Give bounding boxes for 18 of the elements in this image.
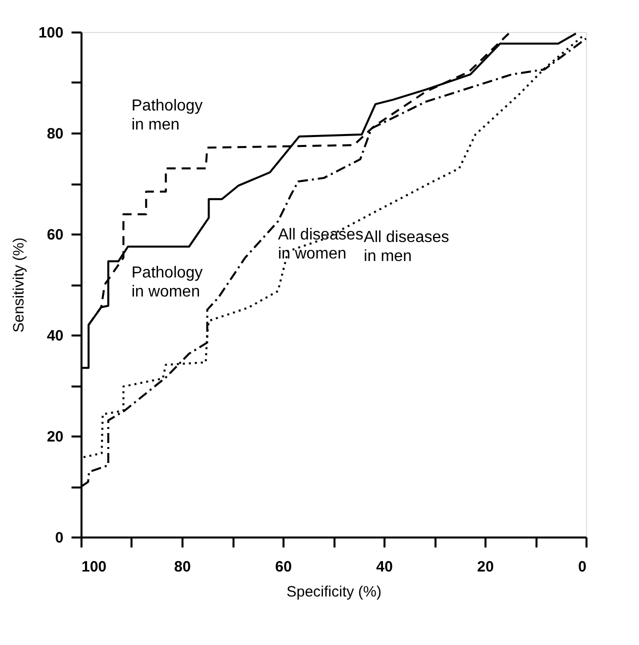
x-tick-label: 0	[578, 558, 586, 576]
x-tick-label: 60	[275, 558, 292, 576]
series-label: All diseases in women	[278, 226, 364, 262]
y-axis-title: Sensitivity (%)	[10, 237, 28, 333]
y-tick-label: 80	[46, 126, 64, 142]
series-label: Pathology in men	[132, 98, 203, 134]
x-axis-title: Specificity (%)	[286, 584, 382, 600]
y-tick-label: 20	[46, 428, 64, 446]
series-label: All diseases in men	[364, 228, 450, 265]
x-tick-label: 80	[174, 558, 191, 576]
y-tick-label: 0	[55, 530, 64, 546]
y-tick-label: 60	[46, 226, 64, 244]
y-tick-label: 40	[46, 328, 64, 344]
x-tick-label: 100	[82, 558, 107, 576]
series-label: Pathology in women	[132, 264, 203, 300]
y-tick-label: 100	[38, 24, 64, 42]
x-tick-label: 20	[477, 558, 494, 576]
x-tick-label: 40	[376, 558, 393, 576]
